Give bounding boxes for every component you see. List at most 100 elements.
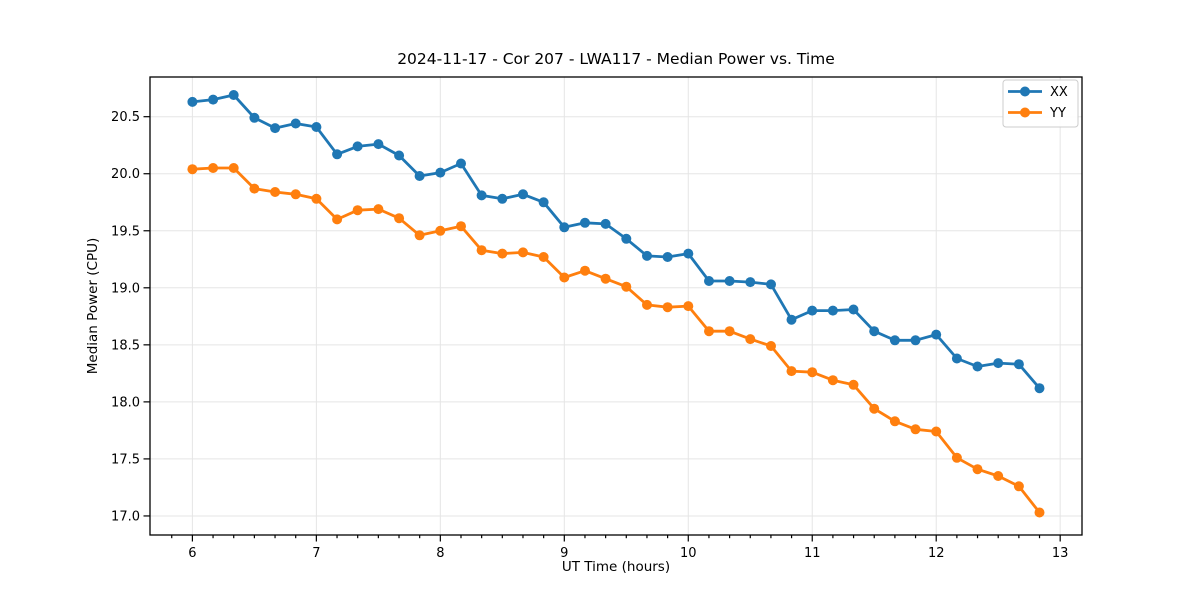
data-point-YY — [580, 265, 590, 276]
data-point-XX — [518, 189, 528, 200]
x-tick-label: 10 — [680, 546, 697, 561]
data-point-YY — [208, 163, 219, 173]
data-point-YY — [993, 471, 1004, 481]
data-point-XX — [704, 276, 714, 286]
x-tick-label: 8 — [436, 546, 444, 561]
data-point-XX — [827, 305, 838, 316]
series-XX — [187, 90, 1045, 394]
data-point-YY — [559, 272, 570, 283]
y-tick-label: 20.0 — [111, 167, 140, 182]
data-point-YY — [187, 164, 198, 175]
data-point-YY — [910, 424, 921, 435]
data-point-YY — [704, 326, 714, 337]
data-point-XX — [270, 123, 281, 134]
data-point-XX — [497, 193, 508, 204]
data-point-YY — [848, 379, 859, 390]
legend-swatch-marker-YY — [1020, 107, 1030, 118]
data-point-XX — [910, 335, 921, 346]
chart-title: 2024-11-17 - Cor 207 - LWA117 - Median P… — [397, 50, 835, 68]
data-point-XX — [745, 277, 756, 288]
data-point-XX — [807, 305, 818, 316]
data-point-XX — [972, 361, 983, 372]
y-axis-label: Median Power (CPU) — [85, 238, 101, 374]
data-point-YY — [518, 247, 528, 258]
legend-label-XX: XX — [1050, 85, 1068, 100]
data-point-YY — [766, 341, 776, 351]
legend-swatch-marker-XX — [1020, 86, 1030, 97]
data-point-XX — [332, 149, 343, 160]
data-point-XX — [352, 141, 363, 152]
data-point-XX — [931, 329, 942, 340]
data-point-XX — [683, 248, 694, 259]
data-point-XX — [249, 112, 260, 123]
data-point-YY — [1034, 507, 1045, 518]
data-point-XX — [311, 122, 322, 132]
y-tick-label: 17.5 — [111, 452, 140, 467]
y-tick-label: 19.0 — [111, 281, 140, 296]
data-point-YY — [373, 204, 384, 215]
data-point-XX — [373, 139, 384, 150]
data-point-YY — [352, 205, 363, 216]
data-point-XX — [724, 276, 735, 286]
x-tick-label: 13 — [1052, 546, 1069, 561]
y-tick-label: 19.5 — [111, 224, 140, 239]
data-point-XX — [786, 314, 797, 325]
legend-label-YY: YY — [1049, 106, 1066, 121]
data-point-YY — [807, 367, 818, 378]
data-point-YY — [456, 221, 466, 232]
y-tick-label: 17.0 — [111, 509, 140, 524]
data-point-YY — [786, 366, 797, 377]
plot-border — [149, 76, 1083, 536]
data-point-YY — [642, 299, 652, 310]
data-point-XX — [993, 358, 1004, 369]
x-tick-label: 11 — [804, 546, 821, 561]
data-point-YY — [621, 281, 632, 292]
axes-ticks — [143, 116, 1061, 542]
data-point-YY — [869, 403, 880, 414]
data-point-XX — [208, 94, 219, 105]
legend: XX YY — [1002, 79, 1079, 128]
data-point-YY — [931, 426, 942, 437]
tick-labels: 6 7 8 9 10 11 12 13 17.0 17.5 18.0 18.5 19.0 19.5 20.0… — [111, 110, 1068, 561]
data-point-XX — [889, 335, 900, 346]
data-point-XX — [435, 167, 446, 178]
data-point-XX — [580, 217, 590, 228]
y-tick-label: 18.5 — [111, 338, 140, 353]
data-point-XX — [1013, 359, 1024, 370]
data-point-XX — [290, 118, 301, 129]
grid — [150, 77, 1082, 535]
data-point-YY — [332, 214, 343, 225]
data-point-XX — [187, 96, 198, 107]
data-point-YY — [889, 416, 900, 427]
data-point-XX — [621, 233, 632, 244]
data-point-YY — [1013, 481, 1024, 492]
data-point-XX — [538, 197, 549, 208]
data-point-YY — [249, 183, 260, 194]
data-point-YY — [497, 248, 508, 259]
x-tick-label: 12 — [928, 546, 945, 561]
data-point-YY — [972, 464, 983, 475]
data-point-YY — [414, 230, 425, 241]
data-point-YY — [724, 326, 735, 337]
data-point-XX — [228, 90, 239, 100]
data-point-XX — [476, 190, 487, 201]
x-axis-label: UT Time (hours) — [562, 559, 670, 575]
data-point-XX — [848, 304, 859, 315]
data-point-XX — [1034, 383, 1045, 394]
data-point-YY — [538, 252, 549, 262]
data-point-XX — [600, 218, 611, 229]
y-tick-label: 20.5 — [111, 110, 140, 125]
data-point-YY — [951, 452, 962, 463]
data-point-YY — [435, 225, 446, 236]
data-point-YY — [270, 187, 281, 197]
data-point-YY — [662, 302, 673, 313]
data-point-XX — [456, 158, 466, 169]
data-point-YY — [290, 189, 301, 200]
data-point-XX — [766, 279, 776, 290]
x-tick-label: 6 — [188, 546, 196, 561]
data-point-XX — [559, 222, 570, 233]
data-point-YY — [476, 245, 487, 256]
data-point-XX — [414, 171, 425, 181]
